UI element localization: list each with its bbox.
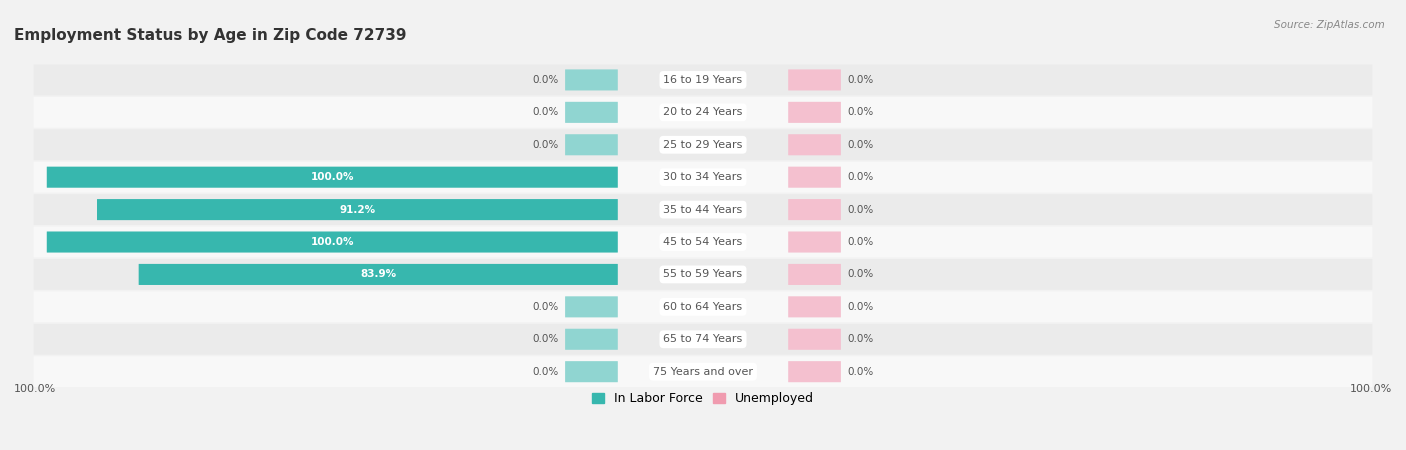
Text: 0.0%: 0.0% (848, 334, 873, 344)
FancyBboxPatch shape (789, 166, 841, 188)
Text: 55 to 59 Years: 55 to 59 Years (664, 270, 742, 279)
FancyBboxPatch shape (46, 166, 617, 188)
Text: Employment Status by Age in Zip Code 72739: Employment Status by Age in Zip Code 727… (14, 28, 406, 43)
Text: Source: ZipAtlas.com: Source: ZipAtlas.com (1274, 20, 1385, 30)
FancyBboxPatch shape (789, 134, 841, 155)
FancyBboxPatch shape (789, 361, 841, 382)
Text: 0.0%: 0.0% (533, 108, 558, 117)
FancyBboxPatch shape (34, 356, 1372, 387)
Text: 0.0%: 0.0% (848, 140, 873, 150)
Text: 60 to 64 Years: 60 to 64 Years (664, 302, 742, 312)
FancyBboxPatch shape (565, 329, 617, 350)
FancyBboxPatch shape (565, 361, 617, 382)
FancyBboxPatch shape (34, 162, 1372, 193)
Text: 0.0%: 0.0% (848, 302, 873, 312)
Text: 0.0%: 0.0% (533, 334, 558, 344)
FancyBboxPatch shape (789, 199, 841, 220)
Text: 0.0%: 0.0% (533, 302, 558, 312)
Text: 100.0%: 100.0% (14, 384, 56, 394)
Text: 0.0%: 0.0% (848, 237, 873, 247)
Text: 45 to 54 Years: 45 to 54 Years (664, 237, 742, 247)
FancyBboxPatch shape (34, 227, 1372, 257)
Text: 0.0%: 0.0% (848, 108, 873, 117)
Text: 35 to 44 Years: 35 to 44 Years (664, 205, 742, 215)
FancyBboxPatch shape (97, 199, 617, 220)
Text: 75 Years and over: 75 Years and over (652, 367, 754, 377)
FancyBboxPatch shape (789, 69, 841, 90)
FancyBboxPatch shape (46, 231, 617, 252)
Text: 0.0%: 0.0% (533, 367, 558, 377)
FancyBboxPatch shape (34, 259, 1372, 290)
FancyBboxPatch shape (565, 69, 617, 90)
Text: 0.0%: 0.0% (848, 270, 873, 279)
Text: 0.0%: 0.0% (533, 75, 558, 85)
FancyBboxPatch shape (565, 102, 617, 123)
Text: 65 to 74 Years: 65 to 74 Years (664, 334, 742, 344)
FancyBboxPatch shape (34, 324, 1372, 355)
FancyBboxPatch shape (789, 329, 841, 350)
Text: 16 to 19 Years: 16 to 19 Years (664, 75, 742, 85)
Text: 0.0%: 0.0% (848, 75, 873, 85)
FancyBboxPatch shape (789, 264, 841, 285)
FancyBboxPatch shape (789, 296, 841, 317)
Text: 0.0%: 0.0% (848, 367, 873, 377)
FancyBboxPatch shape (34, 97, 1372, 128)
FancyBboxPatch shape (34, 292, 1372, 322)
Text: 100.0%: 100.0% (311, 172, 354, 182)
Text: 0.0%: 0.0% (848, 205, 873, 215)
FancyBboxPatch shape (789, 102, 841, 123)
Text: 0.0%: 0.0% (533, 140, 558, 150)
Text: 91.2%: 91.2% (339, 205, 375, 215)
Text: 30 to 34 Years: 30 to 34 Years (664, 172, 742, 182)
FancyBboxPatch shape (34, 194, 1372, 225)
Text: 100.0%: 100.0% (311, 237, 354, 247)
FancyBboxPatch shape (789, 231, 841, 252)
FancyBboxPatch shape (139, 264, 617, 285)
Legend: In Labor Force, Unemployed: In Labor Force, Unemployed (586, 387, 820, 410)
FancyBboxPatch shape (34, 129, 1372, 160)
FancyBboxPatch shape (34, 64, 1372, 95)
Text: 100.0%: 100.0% (1350, 384, 1392, 394)
Text: 25 to 29 Years: 25 to 29 Years (664, 140, 742, 150)
Text: 83.9%: 83.9% (360, 270, 396, 279)
Text: 0.0%: 0.0% (848, 172, 873, 182)
FancyBboxPatch shape (565, 134, 617, 155)
FancyBboxPatch shape (565, 296, 617, 317)
Text: 20 to 24 Years: 20 to 24 Years (664, 108, 742, 117)
